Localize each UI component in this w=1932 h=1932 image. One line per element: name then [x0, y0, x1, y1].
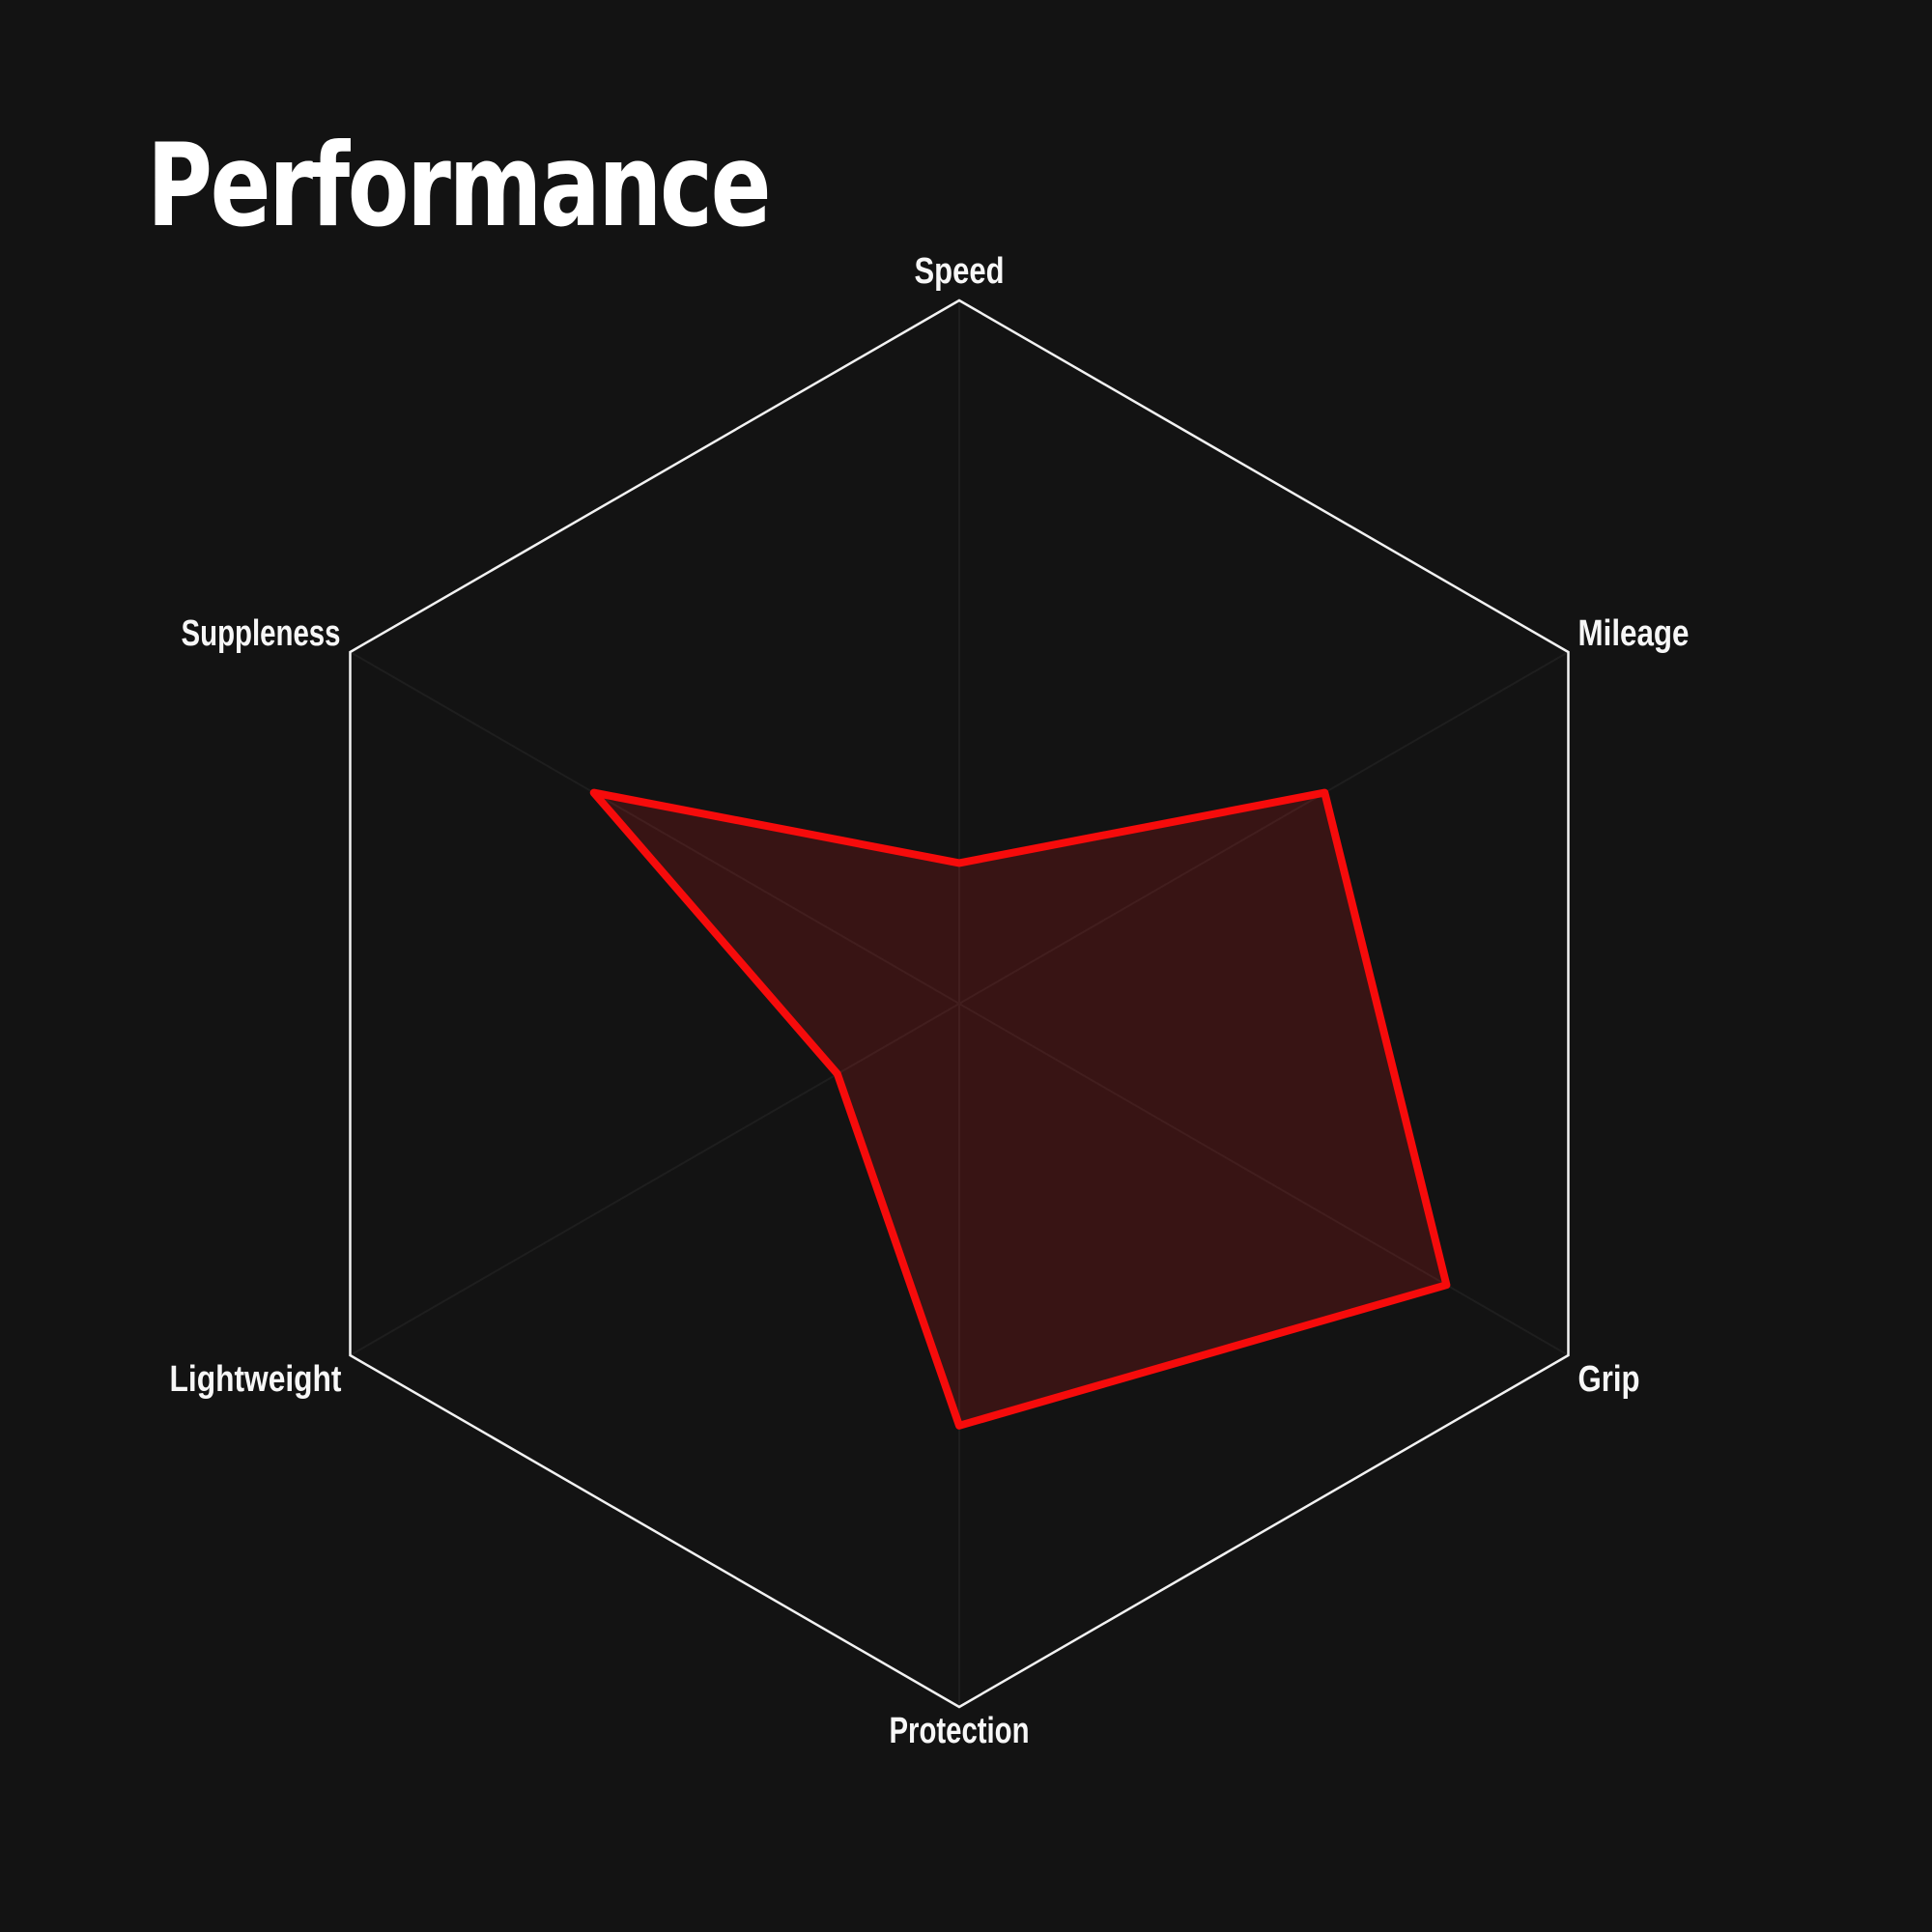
axis-spoke-mileage: [958, 651, 1569, 1005]
axis-spoke-suppleness: [350, 651, 960, 1005]
axis-label-protection: Protection: [890, 1711, 1030, 1751]
axis-label-speed: Speed: [915, 251, 1005, 292]
radar-axis-spokes: [350, 300, 1569, 1707]
radar-data-polygon: [589, 788, 1451, 1430]
axis-spoke-lightweight: [350, 1003, 960, 1356]
radar-data-series: [589, 788, 1451, 1430]
radar-grid: [349, 298, 1570, 1709]
radar-grid-hexagon: [349, 298, 1570, 1709]
radar-axis-labels: Speed Mileage Grip Protection Lightweight Sup…: [170, 251, 1690, 1751]
axis-label-suppleness: Suppleness: [182, 613, 341, 654]
chart-title: Performance: [147, 120, 769, 253]
axis-label-grip: Grip: [1578, 1359, 1640, 1400]
axis-label-mileage: Mileage: [1578, 613, 1690, 654]
axis-spoke-grip: [958, 1003, 1569, 1356]
axis-label-lightweight: Lightweight: [170, 1359, 342, 1400]
